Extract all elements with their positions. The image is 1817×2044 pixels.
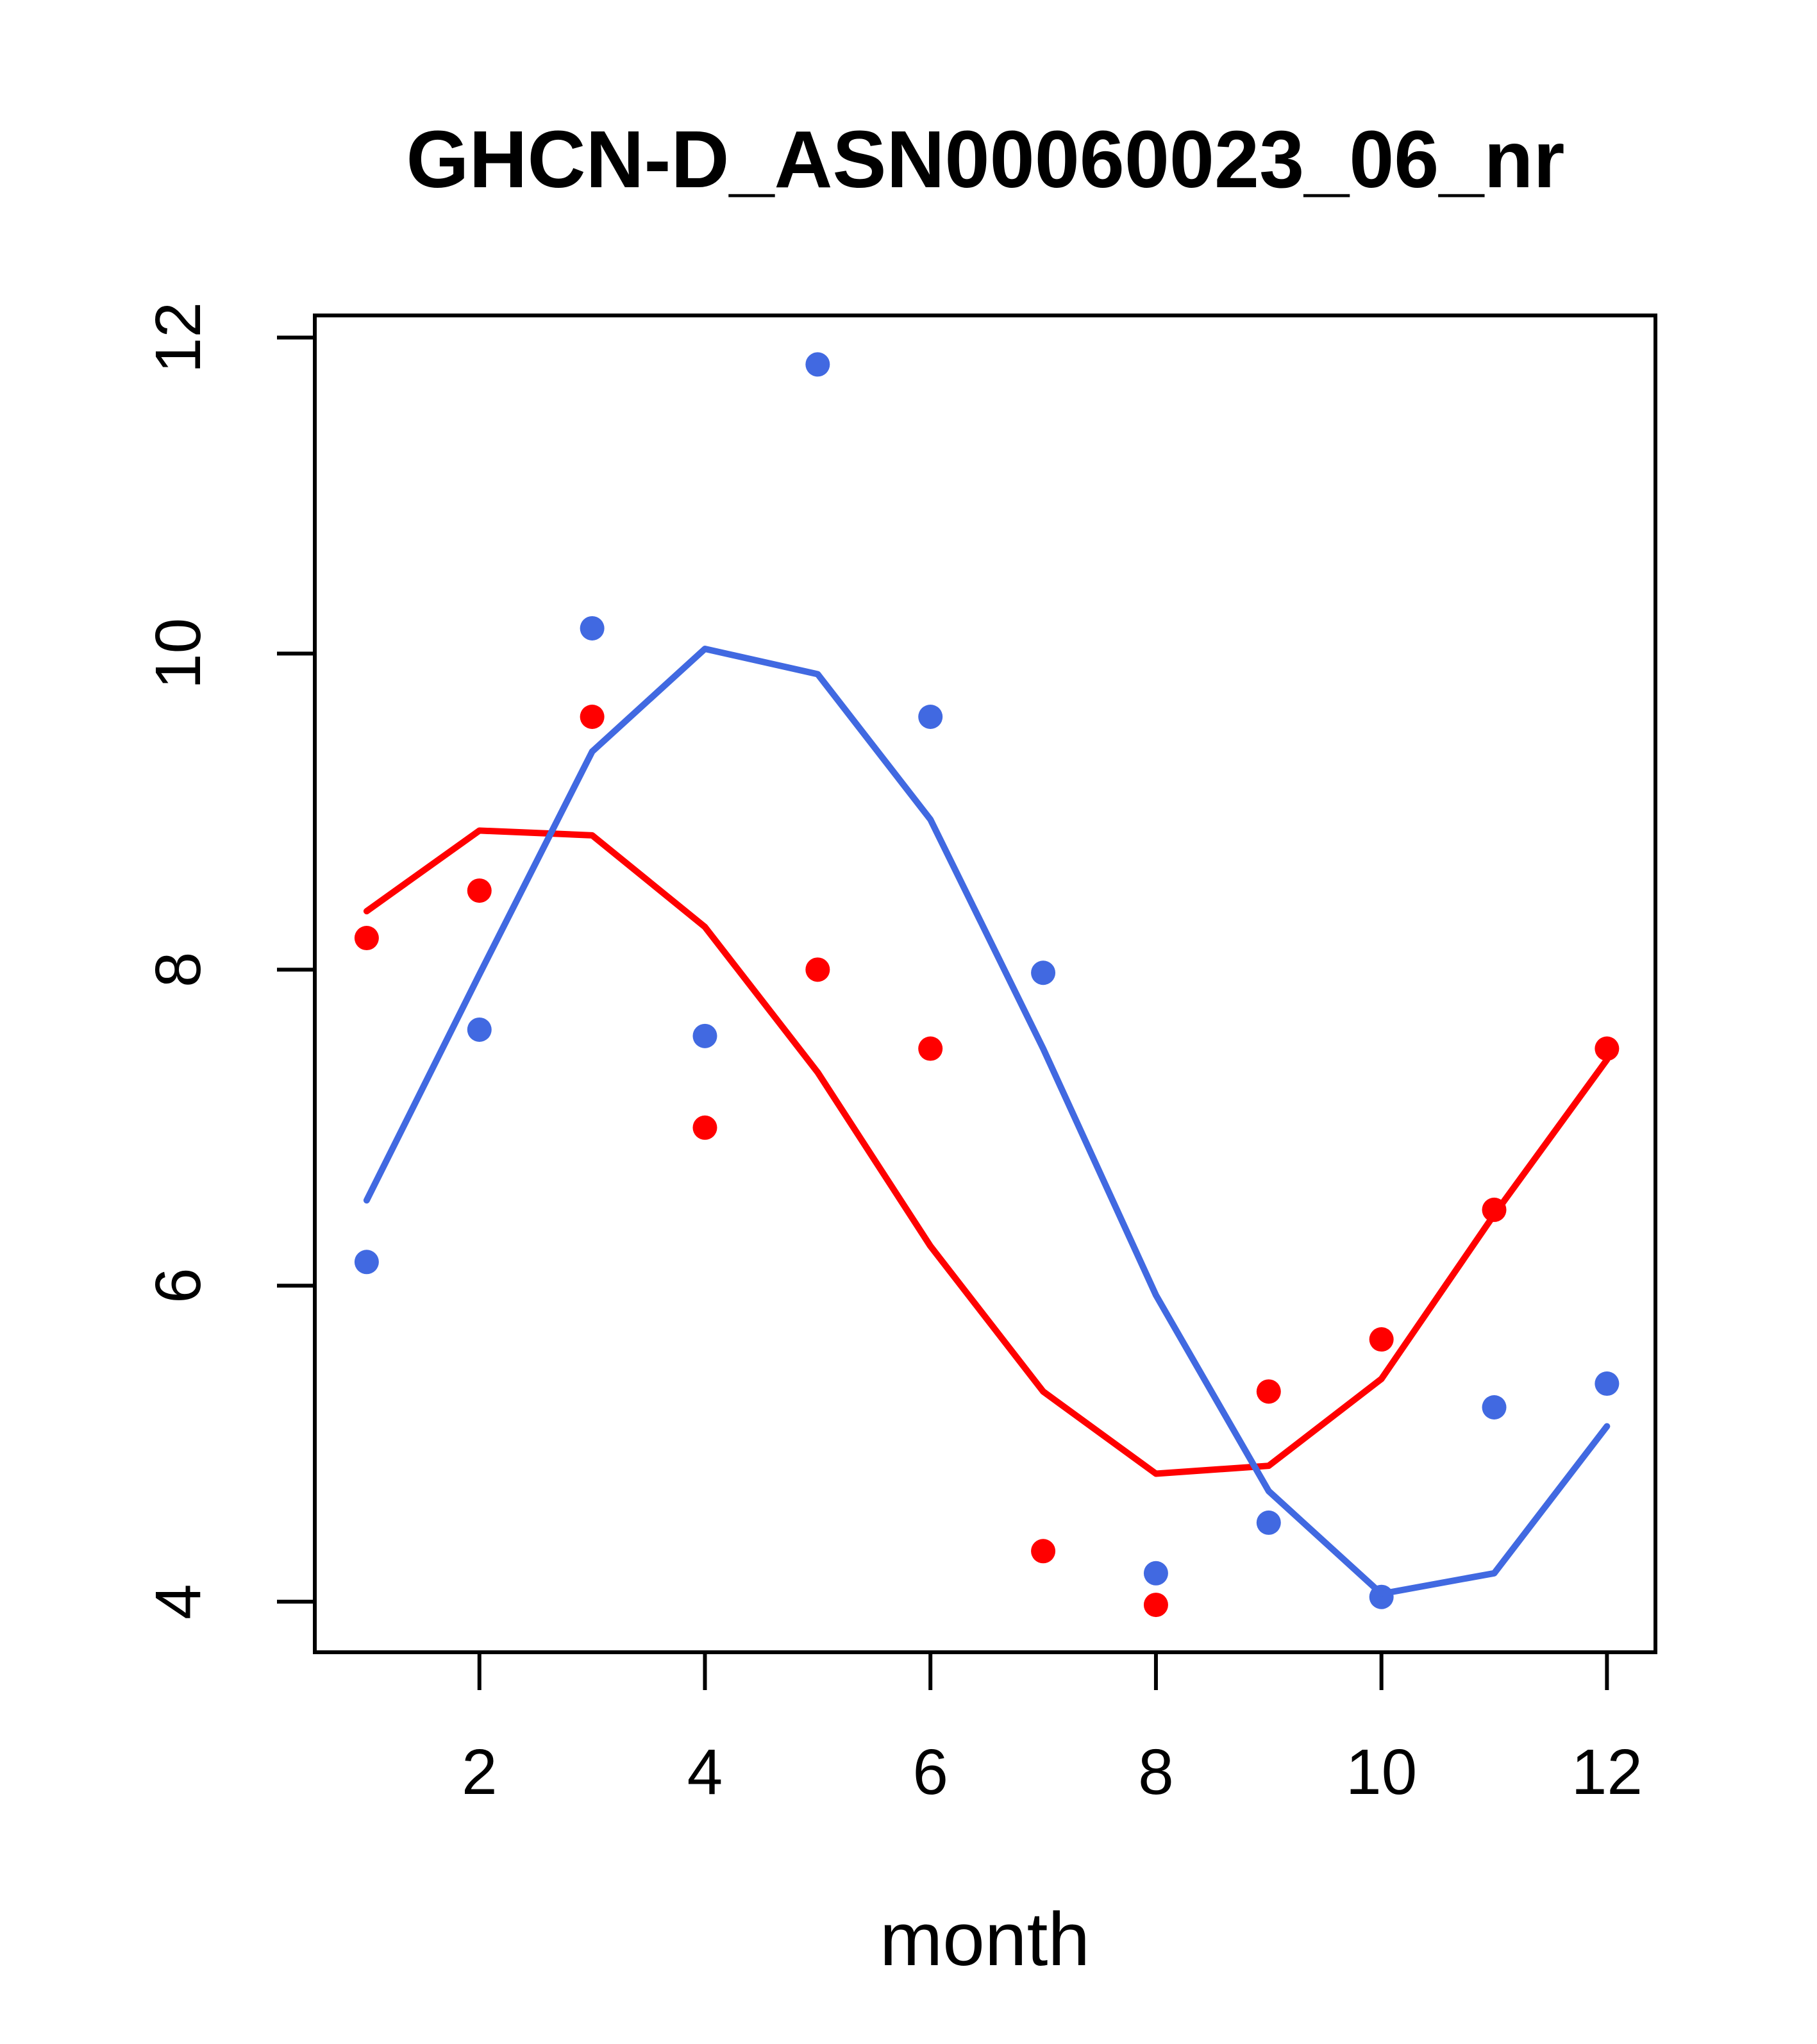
chart-title: GHCN-D_ASN00060023_06_nr <box>406 114 1565 205</box>
series-layer <box>354 352 1620 1618</box>
blue-points-dot <box>580 616 605 641</box>
x-tick-label: 2 <box>462 1736 498 1808</box>
blue-points-dot <box>1031 960 1056 985</box>
blue-points-dot <box>805 352 830 377</box>
red-points-dot <box>467 878 492 903</box>
red-points-dot <box>1143 1593 1168 1618</box>
red-points-dot <box>580 704 605 729</box>
red-points-dot <box>1256 1379 1281 1404</box>
y-tick-label: 10 <box>142 618 214 689</box>
blue-points <box>354 352 1620 1609</box>
x-tick-label: 6 <box>912 1736 948 1808</box>
blue-points-dot <box>1482 1395 1507 1420</box>
red-points-dot <box>354 926 379 951</box>
x-tick-label: 4 <box>687 1736 723 1808</box>
x-tick-label: 12 <box>1571 1736 1643 1808</box>
blue-points-dot <box>692 1023 717 1048</box>
x-tick-label: 10 <box>1346 1736 1417 1808</box>
blue-points-dot <box>918 704 943 729</box>
axes-layer: 2 4 6 8 10 12 4 6 8 10 12 <box>142 302 1657 1808</box>
blue-points-dot <box>1595 1371 1620 1396</box>
red-points-dot <box>918 1036 943 1061</box>
plot-frame <box>313 314 1657 1654</box>
red-smooth-line <box>363 827 1611 1477</box>
x-tick-label: 8 <box>1138 1736 1174 1808</box>
blue-points-dot <box>1143 1561 1168 1586</box>
x-axis-label: month <box>880 1897 1090 1982</box>
y-tick-label: 12 <box>142 302 214 373</box>
blue-points-dot <box>354 1250 379 1275</box>
red-points-dot <box>1369 1327 1394 1352</box>
y-tick-label: 4 <box>142 1584 214 1620</box>
blue-smooth-line <box>363 646 1611 1597</box>
red-points-dot <box>692 1115 717 1140</box>
y-tick-label: 8 <box>142 952 214 988</box>
red-points-dot <box>1595 1036 1620 1061</box>
y-tick-label: 6 <box>142 1268 214 1303</box>
blue-points-dot <box>467 1017 492 1042</box>
blue-points-dot <box>1256 1510 1281 1535</box>
red-points-dot <box>1031 1539 1056 1564</box>
red-points-dot <box>805 957 830 982</box>
